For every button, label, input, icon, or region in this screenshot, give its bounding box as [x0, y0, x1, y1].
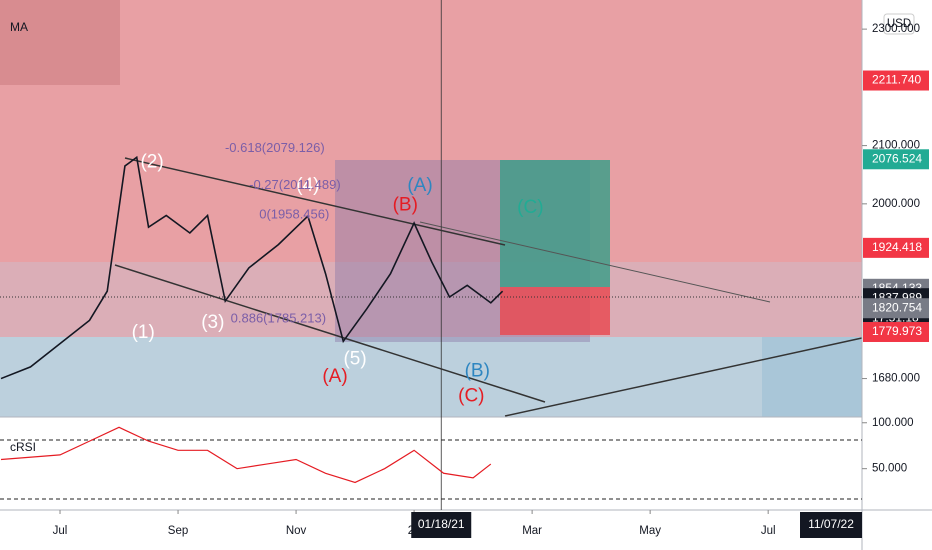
annotation: -0.618(2079.126) — [225, 140, 325, 155]
x-tick-label: Nov — [286, 525, 307, 537]
annotation: (A) — [407, 175, 432, 196]
trend-line — [124, 157, 506, 246]
price-label: 1820.754 — [872, 300, 922, 314]
trend-line — [114, 264, 546, 403]
price-label-box — [863, 321, 929, 342]
annotation: (B) — [393, 195, 418, 216]
x-tick-label: Mar — [522, 525, 542, 537]
price-label-box — [863, 298, 929, 319]
end-date: 11/07/22 — [808, 517, 854, 531]
currency: USD — [887, 18, 911, 30]
y-tick-label: 2100.000 — [872, 140, 920, 152]
crosshair-label: 01/18/21 — [418, 517, 465, 531]
annotation: (1) — [132, 322, 155, 343]
x-tick-label: Sep — [168, 525, 188, 537]
x-tick-label: Jul — [761, 525, 776, 537]
y-tick-label: 1680.000 — [872, 373, 920, 385]
price-label: 1924.418 — [872, 240, 922, 254]
annotation: -0.27(2011.489) — [249, 177, 341, 192]
annotation: (B) — [465, 361, 490, 382]
price-label: 1779.973 — [872, 324, 922, 338]
annotation: 0(1958.456) — [259, 206, 329, 221]
chart-title: MA — [10, 20, 28, 34]
indicator-line — [0, 426, 492, 484]
annotation: 0.886(1785.213) — [231, 311, 326, 326]
price-label-box — [863, 237, 929, 258]
annotation: (2) — [140, 152, 163, 173]
trend-line — [419, 221, 771, 303]
price-label: 2076.524 — [872, 151, 922, 165]
crosshair-box — [411, 512, 472, 538]
annotation: (4) — [296, 175, 319, 196]
indicator-title: cRSI — [10, 440, 36, 454]
y-tick-label: 50.000 — [872, 463, 907, 475]
long-zone — [0, 337, 862, 417]
end-date-box — [800, 512, 862, 538]
annotation: (A) — [322, 366, 347, 387]
y-tick-label: 2300.000 — [872, 23, 920, 35]
y-tick-label: 2000.000 — [872, 198, 920, 210]
stop-box — [500, 287, 610, 335]
x-tick-label: Jul — [53, 525, 68, 537]
price-label-box — [863, 149, 929, 170]
price-label: 2211.740 — [872, 73, 921, 87]
annotation: (5) — [343, 348, 366, 369]
x-tick-label: May — [639, 525, 661, 537]
annotation: (C) — [458, 386, 484, 407]
price-line — [0, 155, 504, 380]
annotation: (C) — [517, 197, 543, 218]
zone-box — [762, 337, 862, 417]
currency-box — [883, 13, 915, 35]
y-tick-label: 100.000 — [872, 417, 914, 429]
trend-line — [504, 337, 863, 417]
target-box — [500, 160, 610, 287]
annotation: (3) — [201, 312, 224, 333]
price-label-box — [863, 70, 929, 91]
zone-box — [0, 0, 120, 85]
